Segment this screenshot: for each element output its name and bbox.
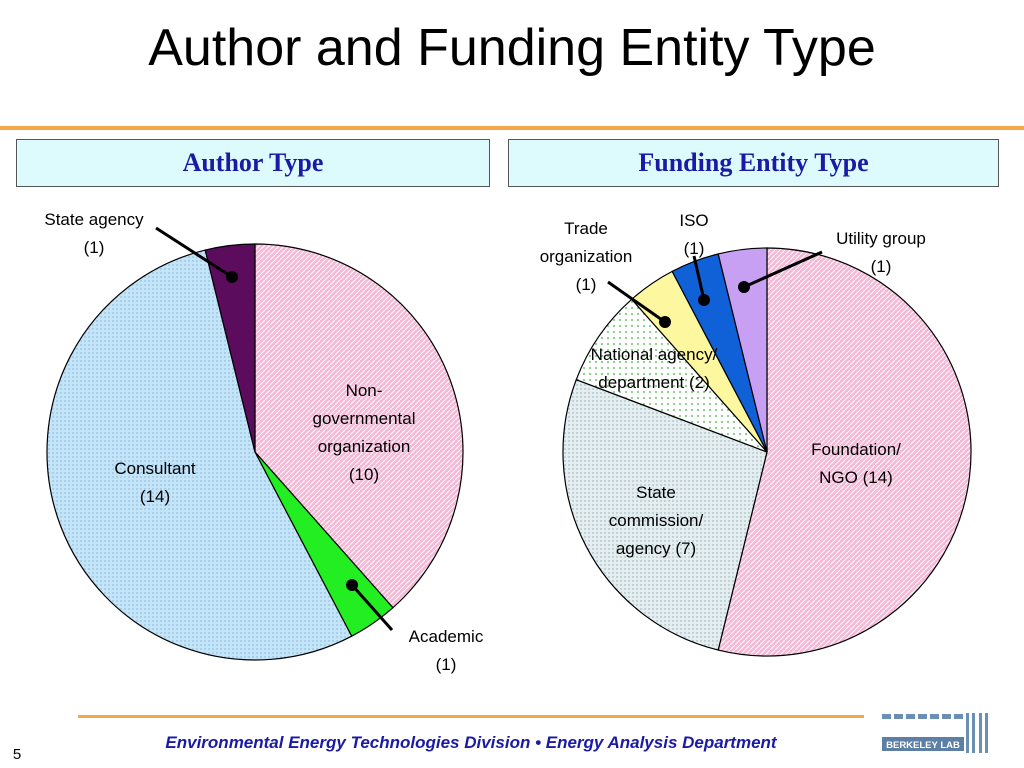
- funding-entity-pie: [562, 247, 972, 657]
- pie-slice-state-agency: [204, 243, 256, 453]
- author-type-header: Author Type: [16, 139, 490, 187]
- slice-label-academic: Academic (1): [409, 627, 484, 674]
- pie-slice-non-governmental-organization: [254, 243, 464, 609]
- leader-dot-utility-group: [738, 281, 750, 293]
- leader-line-trade-organization: [607, 280, 666, 324]
- slice-label-state-agency: State agency (1): [44, 210, 144, 257]
- top-divider: [0, 126, 1024, 130]
- leader-line-iso: [692, 255, 706, 301]
- slice-label-consultant: Consultant (14): [114, 459, 196, 506]
- bottom-divider: [78, 715, 864, 718]
- leader-dot-state-agency: [226, 271, 238, 283]
- slice-label-non-governmental-organization: Non-governmental organization (10): [312, 381, 415, 484]
- funding-entity-type-header: Funding Entity Type: [508, 139, 999, 187]
- leader-dot-iso: [698, 294, 710, 306]
- funding-entity-labels: Foundation/NGO (14) State commission/agenc…: [540, 211, 926, 558]
- leader-line-academic: [350, 584, 394, 631]
- pie-slice-consultant: [46, 249, 353, 661]
- page-number: 5: [0, 741, 34, 768]
- slice-label-trade-organization: Trade organization (1): [540, 219, 633, 294]
- logo-text: BERKELEY LAB: [886, 740, 960, 751]
- pie-slice-national-agency-department: [575, 298, 768, 453]
- leader-dot-trade-organization: [659, 316, 671, 328]
- slice-label-utility-group: Utility group (1): [836, 229, 926, 276]
- slice-label-national-agency-department: National agency/department (2): [591, 345, 718, 392]
- pie-slice-state-commission-agency: [562, 378, 768, 651]
- page-title: Author and Funding Entity Type: [148, 19, 876, 77]
- pie-slice-foundation-ngo: [717, 247, 972, 657]
- leader-line-state-agency: [155, 226, 233, 279]
- leader-line-utility-group: [743, 250, 823, 289]
- slice-label-iso: ISO (1): [679, 211, 708, 258]
- slice-label-state-commission-agency: State commission/agency (7): [609, 483, 704, 558]
- leader-dot-academic: [346, 579, 358, 591]
- pie-slice-utility-group: [717, 247, 768, 453]
- slice-label-foundation-ngo: Foundation/NGO (14): [811, 440, 901, 487]
- berkeley-lab-logo: BERKELEY LAB: [882, 713, 988, 753]
- footer-text: Environmental Energy Technologies Divisi…: [165, 733, 777, 752]
- author-type-labels: Non-governmental organization (10) Academic…: [44, 210, 483, 674]
